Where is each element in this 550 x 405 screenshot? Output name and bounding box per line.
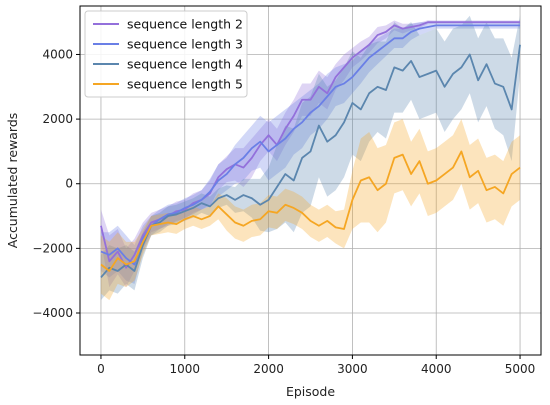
band-series-4 xyxy=(100,119,521,301)
plot-frame xyxy=(79,5,542,356)
legend-label-1: sequence length 2 xyxy=(127,17,243,32)
confidence-bands xyxy=(100,15,521,301)
legend-box xyxy=(84,10,248,98)
y-axis-label: Accumulated rewards xyxy=(5,113,20,249)
line-series-3 xyxy=(100,44,521,279)
x-tick-label: 1000 xyxy=(169,362,200,376)
y-tick-label: 0 xyxy=(65,177,73,191)
x-tick-label: 4000 xyxy=(421,362,452,376)
y-tick-label: 2000 xyxy=(42,112,73,126)
axis-ticks: 0 1000 2000 3000 4000 5000 −4000 −2000 0 2000 4000 xyxy=(32,47,535,376)
x-tick-label: 3000 xyxy=(337,362,368,376)
x-tick-label: 0 xyxy=(97,362,105,376)
legend-label-3: sequence length 4 xyxy=(127,57,243,72)
legend-label-4: sequence length 5 xyxy=(127,77,243,92)
x-axis-label: Episode xyxy=(286,384,335,399)
line-series-2 xyxy=(100,24,521,266)
y-tick-label: −4000 xyxy=(32,306,73,320)
y-tick-label: 4000 xyxy=(42,47,73,61)
y-tick-label: −2000 xyxy=(32,241,73,255)
x-tick-label: 2000 xyxy=(253,362,284,376)
legend: sequence length 2 sequence length 3 sequen… xyxy=(84,10,248,98)
line-series-4 xyxy=(100,150,521,272)
band-series-3 xyxy=(100,15,521,301)
legend-label-2: sequence length 3 xyxy=(127,37,243,52)
x-tick-label: 5000 xyxy=(505,362,536,376)
series-lines xyxy=(100,21,521,279)
